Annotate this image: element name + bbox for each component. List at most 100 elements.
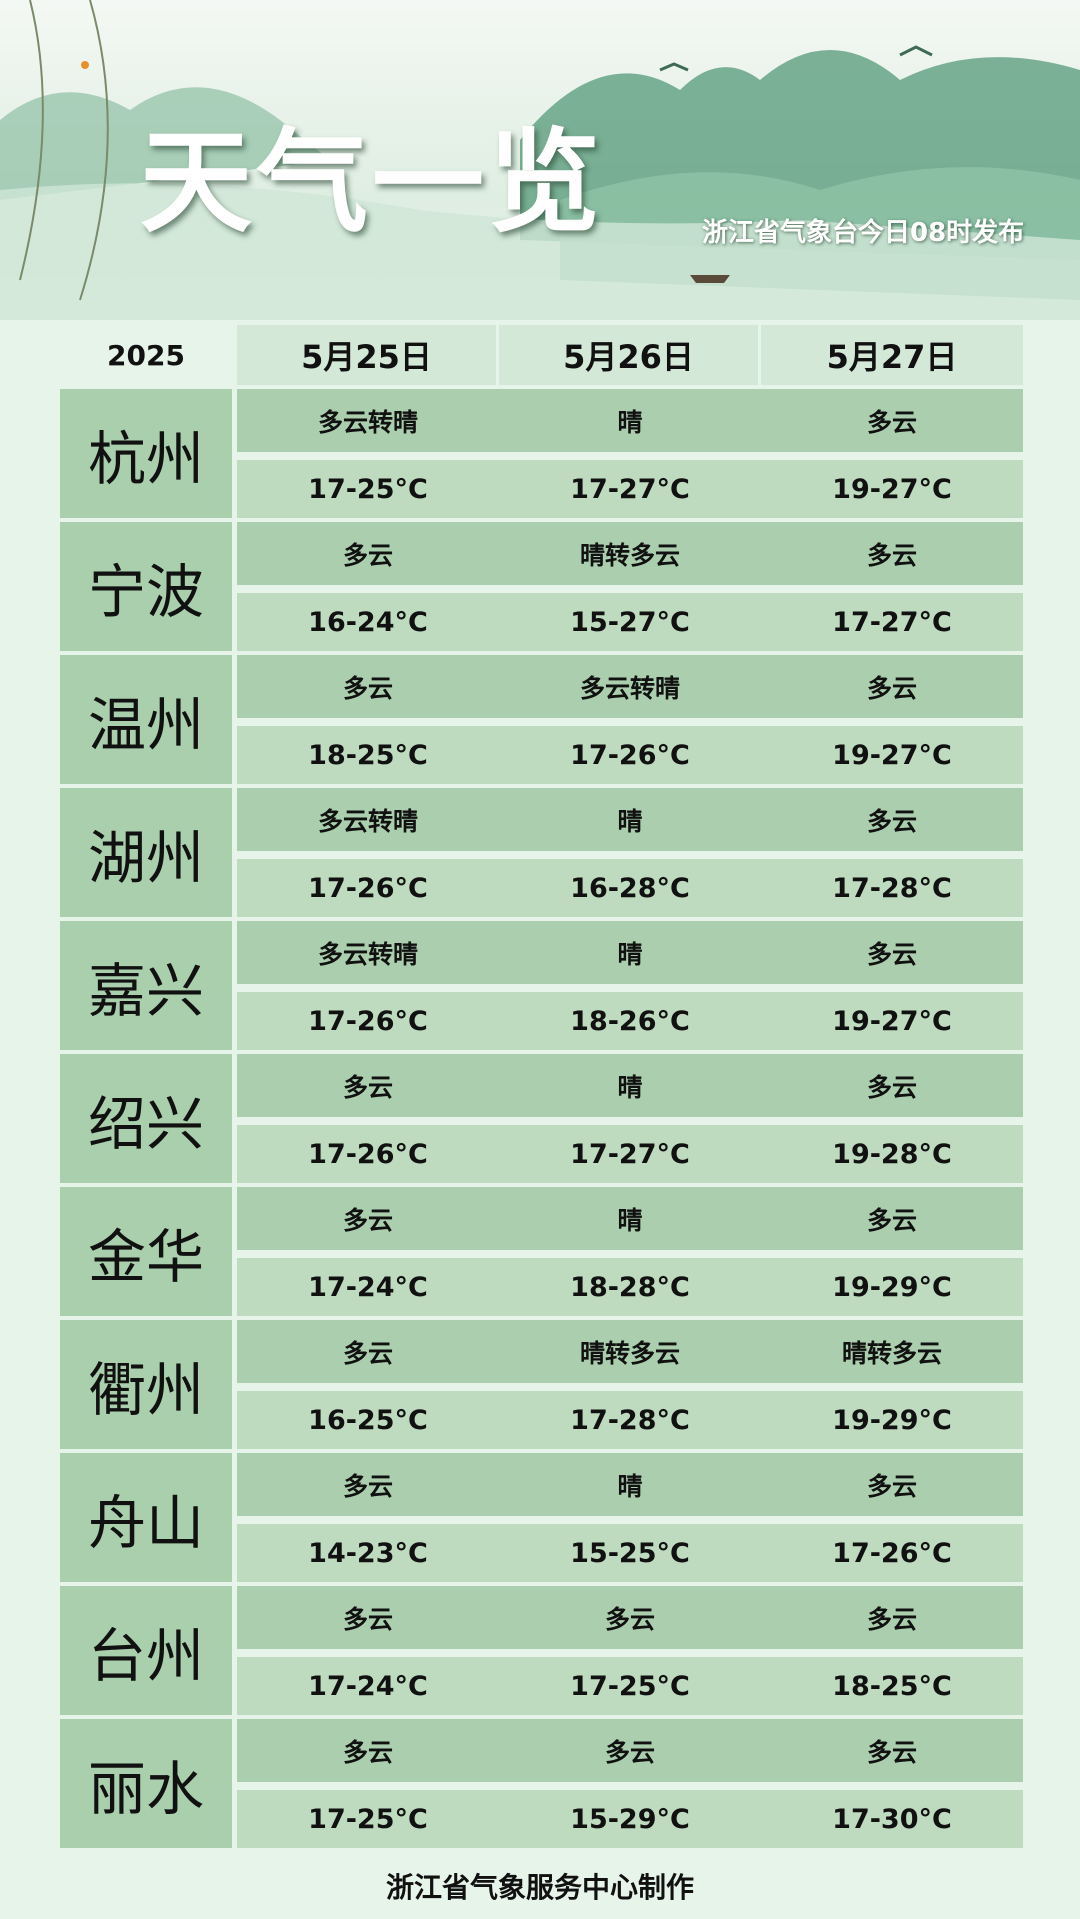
weather-cell: 多云 — [342, 1338, 393, 1368]
temperature-cell: 19-27°C — [832, 739, 952, 771]
weather-cell: 多云 — [604, 1604, 655, 1634]
boat-icon — [690, 275, 730, 283]
weather-cell: 多云 — [604, 1737, 655, 1767]
temperature-cell: 16-25°C — [308, 1404, 428, 1436]
branch — [79, 0, 109, 301]
weather-cell: 多云 — [342, 1205, 393, 1235]
weather-cell: 多云 — [866, 1604, 917, 1634]
weather-cell: 多云 — [866, 1205, 917, 1235]
temperature-cell: 18-28°C — [570, 1271, 690, 1303]
temperature-cell: 16-24°C — [308, 606, 428, 638]
weather-cell: 多云 — [342, 1737, 393, 1767]
temperature-cell: 15-29°C — [570, 1803, 690, 1835]
temperature-cell: 17-24°C — [308, 1670, 428, 1702]
city-name: 金华 — [60, 1187, 232, 1316]
temperature-cell: 14-23°C — [308, 1537, 428, 1569]
weather-cell: 多云转晴 — [317, 407, 418, 437]
weather-cell: 多云 — [866, 540, 917, 570]
weather-row — [237, 1054, 1023, 1117]
temperature-row — [237, 1391, 1023, 1449]
temperature-cell: 17-27°C — [570, 473, 690, 505]
temperature-cell: 17-28°C — [832, 872, 952, 904]
temperature-cell: 17-30°C — [832, 1803, 952, 1835]
weather-row — [237, 389, 1023, 452]
temperature-cell: 17-25°C — [308, 473, 428, 505]
weather-row — [237, 655, 1023, 718]
publisher-note: 浙江省气象台今日08时发布 — [702, 218, 1025, 248]
branch — [19, 0, 44, 281]
weather-row — [237, 1453, 1023, 1516]
weather-cell: 晴 — [617, 939, 643, 969]
temperature-row — [237, 1524, 1023, 1582]
temperature-cell: 17-25°C — [570, 1670, 690, 1702]
weather-cell: 多云 — [866, 939, 917, 969]
city-name: 湖州 — [60, 788, 232, 917]
weather-row — [237, 1586, 1023, 1649]
weather-row — [237, 921, 1023, 984]
city-name: 嘉兴 — [60, 921, 232, 1050]
page-title: 天气一览 — [140, 118, 604, 248]
temperature-row — [237, 1125, 1023, 1183]
date-header-3: 5月27日 — [761, 325, 1023, 385]
weather-row — [237, 1719, 1023, 1782]
weather-row — [237, 1187, 1023, 1250]
weather-cell: 晴 — [617, 407, 643, 437]
temperature-cell: 19-29°C — [832, 1404, 952, 1436]
weather-cell: 晴 — [617, 1205, 643, 1235]
temperature-row — [237, 1657, 1023, 1715]
birds-icon — [659, 45, 933, 72]
temperature-cell: 19-28°C — [832, 1138, 952, 1170]
weather-cell: 多云 — [342, 1471, 393, 1501]
weather-row — [237, 522, 1023, 585]
temperature-cell: 18-26°C — [570, 1005, 690, 1037]
city-name: 温州 — [60, 655, 232, 784]
temperature-row — [237, 593, 1023, 651]
temperature-cell: 15-27°C — [570, 606, 690, 638]
year-label: 2025 — [107, 338, 185, 372]
weather-cell: 多云 — [866, 806, 917, 836]
temperature-cell: 17-26°C — [570, 739, 690, 771]
temperature-cell: 19-27°C — [832, 1005, 952, 1037]
temperature-cell: 17-27°C — [832, 606, 952, 638]
weather-cell: 晴 — [617, 806, 643, 836]
blossom — [147, 220, 157, 230]
weather-cell: 多云 — [342, 1072, 393, 1102]
weather-cell: 晴 — [617, 1072, 643, 1102]
weather-cell: 晴转多云 — [579, 540, 680, 570]
temperature-cell: 19-27°C — [832, 473, 952, 505]
temperature-row — [237, 1258, 1023, 1316]
city-name: 绍兴 — [60, 1054, 232, 1183]
weather-row — [237, 1320, 1023, 1383]
weather-cell: 多云 — [866, 1471, 917, 1501]
weather-cell: 多云 — [866, 673, 917, 703]
temperature-cell: 15-25°C — [570, 1537, 690, 1569]
temperature-cell: 17-24°C — [308, 1271, 428, 1303]
city-name: 丽水 — [60, 1719, 232, 1848]
temperature-cell: 18-25°C — [308, 739, 428, 771]
landscape-painting — [0, 0, 1080, 320]
weather-cell: 多云 — [866, 407, 917, 437]
temperature-row — [237, 460, 1023, 518]
temperature-cell: 17-26°C — [308, 872, 428, 904]
city-name: 舟山 — [60, 1453, 232, 1582]
city-name: 杭州 — [60, 389, 232, 518]
weather-cell: 多云 — [342, 673, 393, 703]
footer-credit: 浙江省气象服务中心制作 — [385, 1871, 694, 1904]
weather-cell: 多云 — [342, 1604, 393, 1634]
weather-row — [237, 788, 1023, 851]
weather-cell: 多云 — [342, 540, 393, 570]
date-header-1: 5月25日 — [237, 325, 499, 385]
weather-cell: 多云转晴 — [317, 806, 418, 836]
temperature-cell: 17-27°C — [570, 1138, 690, 1170]
lake — [0, 183, 1080, 320]
temperature-cell: 18-25°C — [832, 1670, 952, 1702]
temperature-cell: 19-29°C — [832, 1271, 952, 1303]
weather-cell: 多云 — [866, 1737, 917, 1767]
weather-cell: 晴转多云 — [841, 1338, 942, 1368]
city-name: 台州 — [60, 1586, 232, 1715]
mountain-left — [0, 87, 330, 200]
weather-cell: 多云 — [866, 1072, 917, 1102]
weather-cell: 多云转晴 — [579, 673, 680, 703]
temperature-row — [237, 726, 1023, 784]
temperature-row — [237, 992, 1023, 1050]
